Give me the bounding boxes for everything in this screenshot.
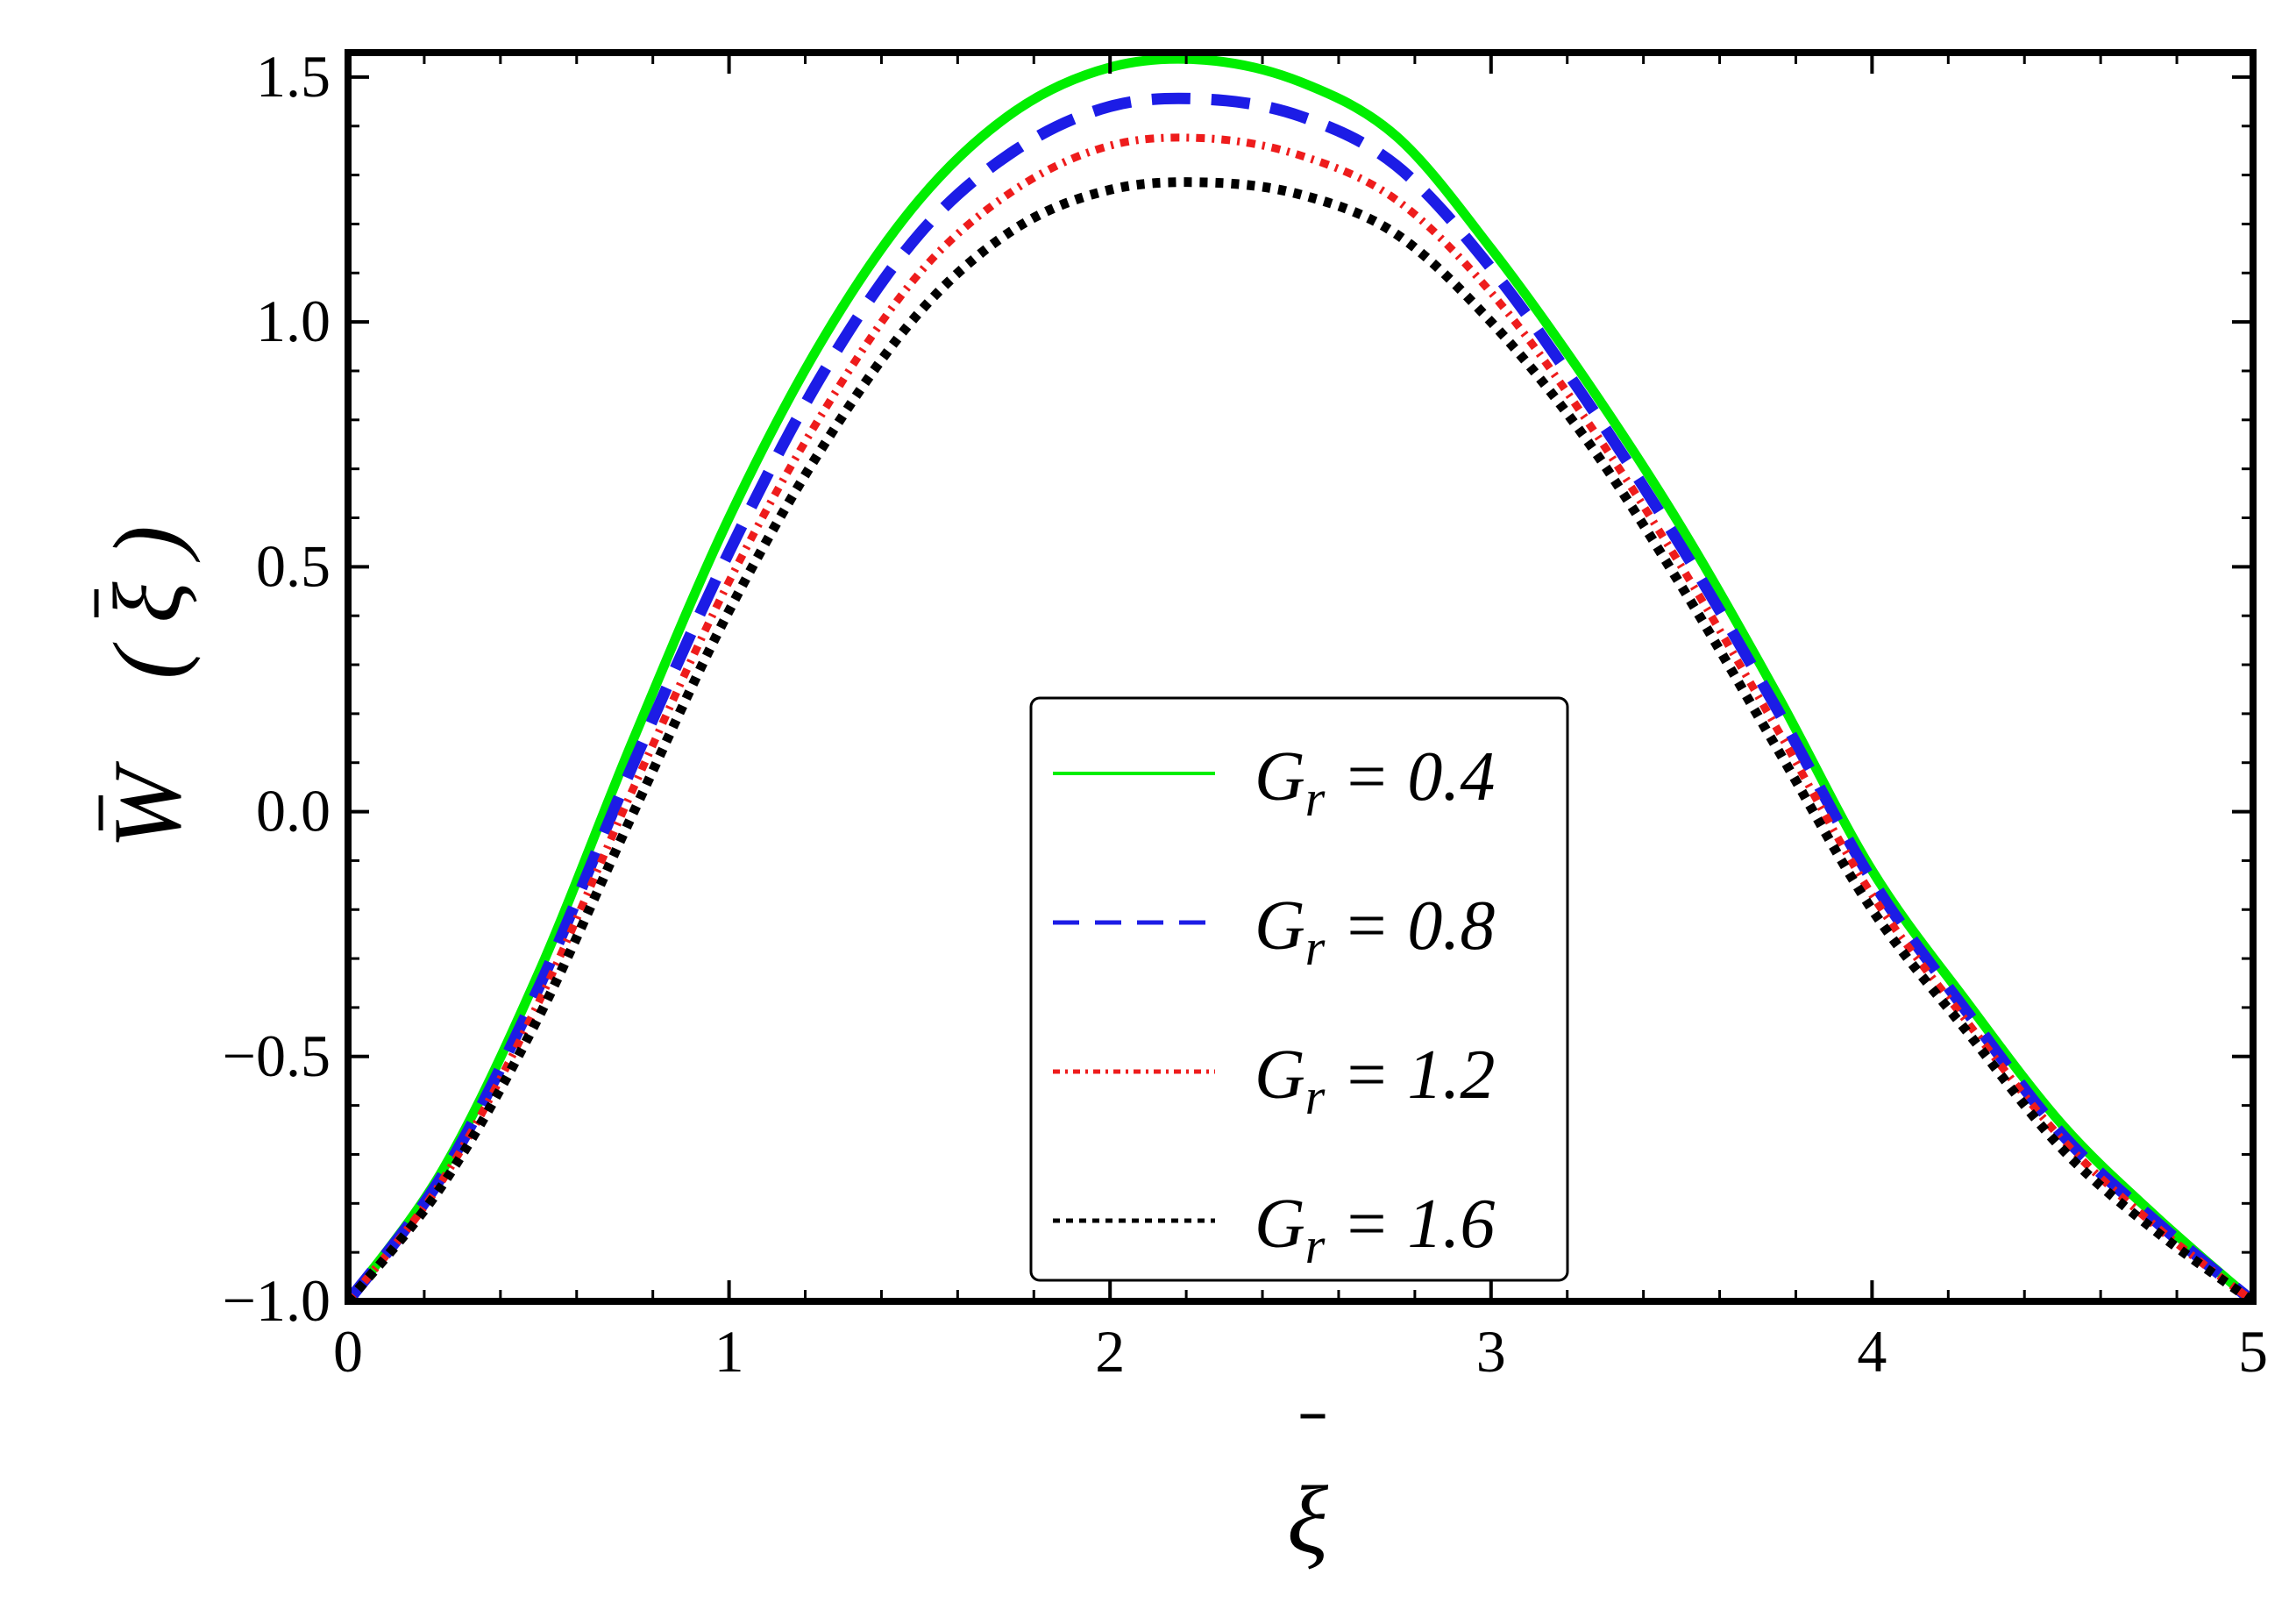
legend-label-3: Gr = 1.2 (1255, 1037, 1495, 1125)
legend-symbol: G (1255, 738, 1305, 816)
x-axis-label: ξ (1287, 1466, 1329, 1573)
x-tick-label: 0 (333, 1318, 363, 1385)
legend-label-2: Gr = 0.8 (1255, 887, 1495, 976)
legend-value: = 1.2 (1325, 1037, 1495, 1114)
x-tick-label: 5 (2238, 1318, 2268, 1385)
legend-subscript: r (1305, 770, 1326, 827)
legend-subscript: r (1305, 1068, 1326, 1125)
y-tick-label: 0.0 (256, 778, 331, 844)
y-axis-label-argument: ( ξ ) (94, 525, 201, 679)
y-axis-label-group: W ( ξ ) (94, 525, 201, 849)
y-tick-label: −1.0 (223, 1267, 331, 1334)
x-tick-label: 2 (1095, 1318, 1125, 1385)
plot-frame (345, 49, 2257, 1305)
legend-label-1: Gr = 0.4 (1255, 738, 1495, 827)
y-tick-label: 1.0 (256, 288, 331, 354)
x-tick-label: 1 (714, 1318, 744, 1385)
legend: Gr = 0.4Gr = 0.8Gr = 1.2Gr = 1.6 (1029, 696, 1569, 1282)
legend-subscript: r (1305, 919, 1326, 976)
legend-symbol: G (1255, 887, 1305, 965)
y-axis-label: W (94, 761, 201, 849)
y-tick-label: 1.5 (256, 43, 331, 110)
y-tick-label: 0.5 (256, 532, 331, 599)
series-line-3 (348, 133, 2253, 1301)
axis-labels: ξ W ( ξ ) (94, 525, 1329, 1573)
series-line-2 (348, 92, 2253, 1301)
series-line-4 (348, 177, 2253, 1301)
legend-value: = 0.4 (1325, 738, 1495, 816)
legend-box (1029, 696, 1569, 1282)
series-layer (348, 53, 2253, 1301)
legend-value: = 0.8 (1325, 887, 1495, 965)
legend-value: = 1.6 (1325, 1186, 1495, 1263)
x-tick-label: 3 (1476, 1318, 1506, 1385)
x-tick-label: 4 (1857, 1318, 1887, 1385)
legend-symbol: G (1255, 1186, 1305, 1263)
legend-subscript: r (1305, 1217, 1326, 1274)
axes-layer: 0 1 2 3 4 5 −1.0 −0.5 0.0 0.5 1.0 1.5 (223, 43, 2268, 1385)
legend-symbol: G (1255, 1037, 1305, 1114)
legend-label-4: Gr = 1.6 (1255, 1186, 1495, 1274)
y-tick-label: −0.5 (223, 1022, 331, 1089)
